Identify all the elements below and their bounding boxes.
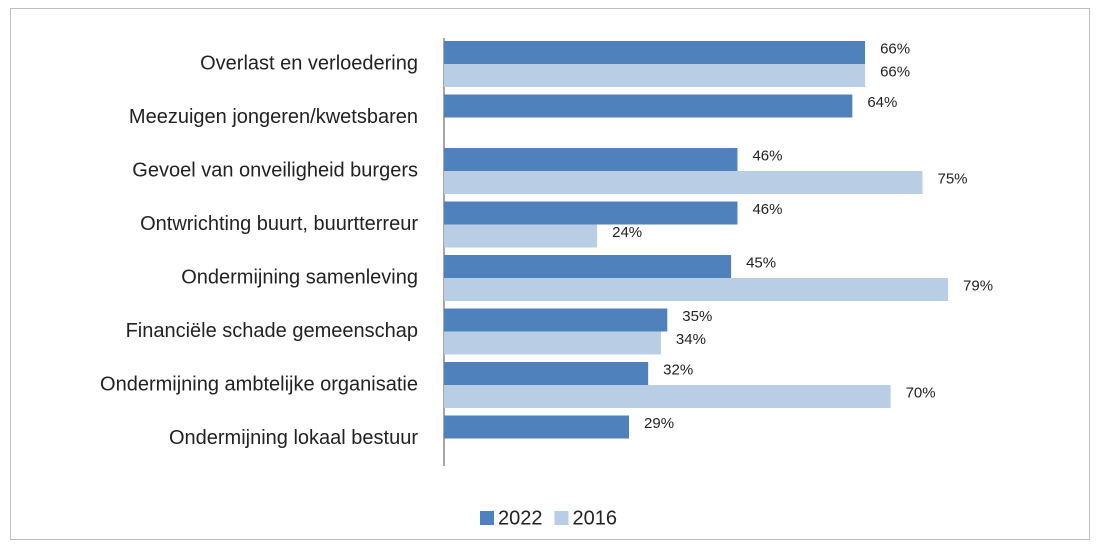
value-label: 46%	[752, 201, 782, 218]
bar	[444, 255, 732, 278]
bar	[444, 278, 949, 301]
bar	[444, 201, 738, 225]
bar	[444, 385, 891, 408]
value-label: 35%	[682, 308, 712, 325]
category-label: Ontwrichting buurt, buurtterreur	[140, 213, 418, 235]
value-label: 75%	[938, 170, 968, 187]
bar	[444, 224, 598, 248]
value-label: 32%	[663, 361, 693, 378]
category-label: Ondermijning ambtelijke organisatie	[100, 373, 418, 395]
value-label: 66%	[880, 63, 910, 80]
bar	[444, 41, 866, 64]
category-label: Ondermijning lokaal bestuur	[169, 427, 418, 449]
bar	[444, 331, 661, 355]
bar	[444, 148, 738, 171]
value-label: 64%	[867, 94, 897, 111]
category-label: Ondermijning samenleving	[181, 266, 418, 288]
bar	[444, 362, 649, 385]
legend-swatch	[554, 511, 569, 525]
value-label: 70%	[906, 384, 936, 401]
category-label: Gevoel van onveiligheid burgers	[132, 159, 418, 181]
bar	[444, 415, 630, 439]
bar	[444, 64, 866, 87]
category-label: Financiële schade gemeenschap	[126, 320, 418, 342]
category-label: Overlast en verloedering	[200, 52, 418, 74]
value-label: 79%	[963, 277, 993, 294]
bar	[444, 308, 668, 332]
chart-frame	[10, 8, 1090, 540]
value-label: 24%	[612, 224, 642, 241]
value-label: 66%	[880, 40, 910, 57]
bar	[444, 94, 853, 118]
value-label: 46%	[752, 147, 782, 164]
value-label: 45%	[746, 254, 776, 271]
category-label: Meezuigen jongeren/kwetsbaren	[129, 106, 418, 128]
legend-label: 2016	[573, 507, 618, 529]
value-label: 29%	[644, 415, 674, 432]
value-label: 34%	[676, 331, 706, 348]
legend-swatch	[480, 511, 494, 525]
bar	[444, 171, 923, 194]
legend-label: 2022	[498, 507, 543, 529]
